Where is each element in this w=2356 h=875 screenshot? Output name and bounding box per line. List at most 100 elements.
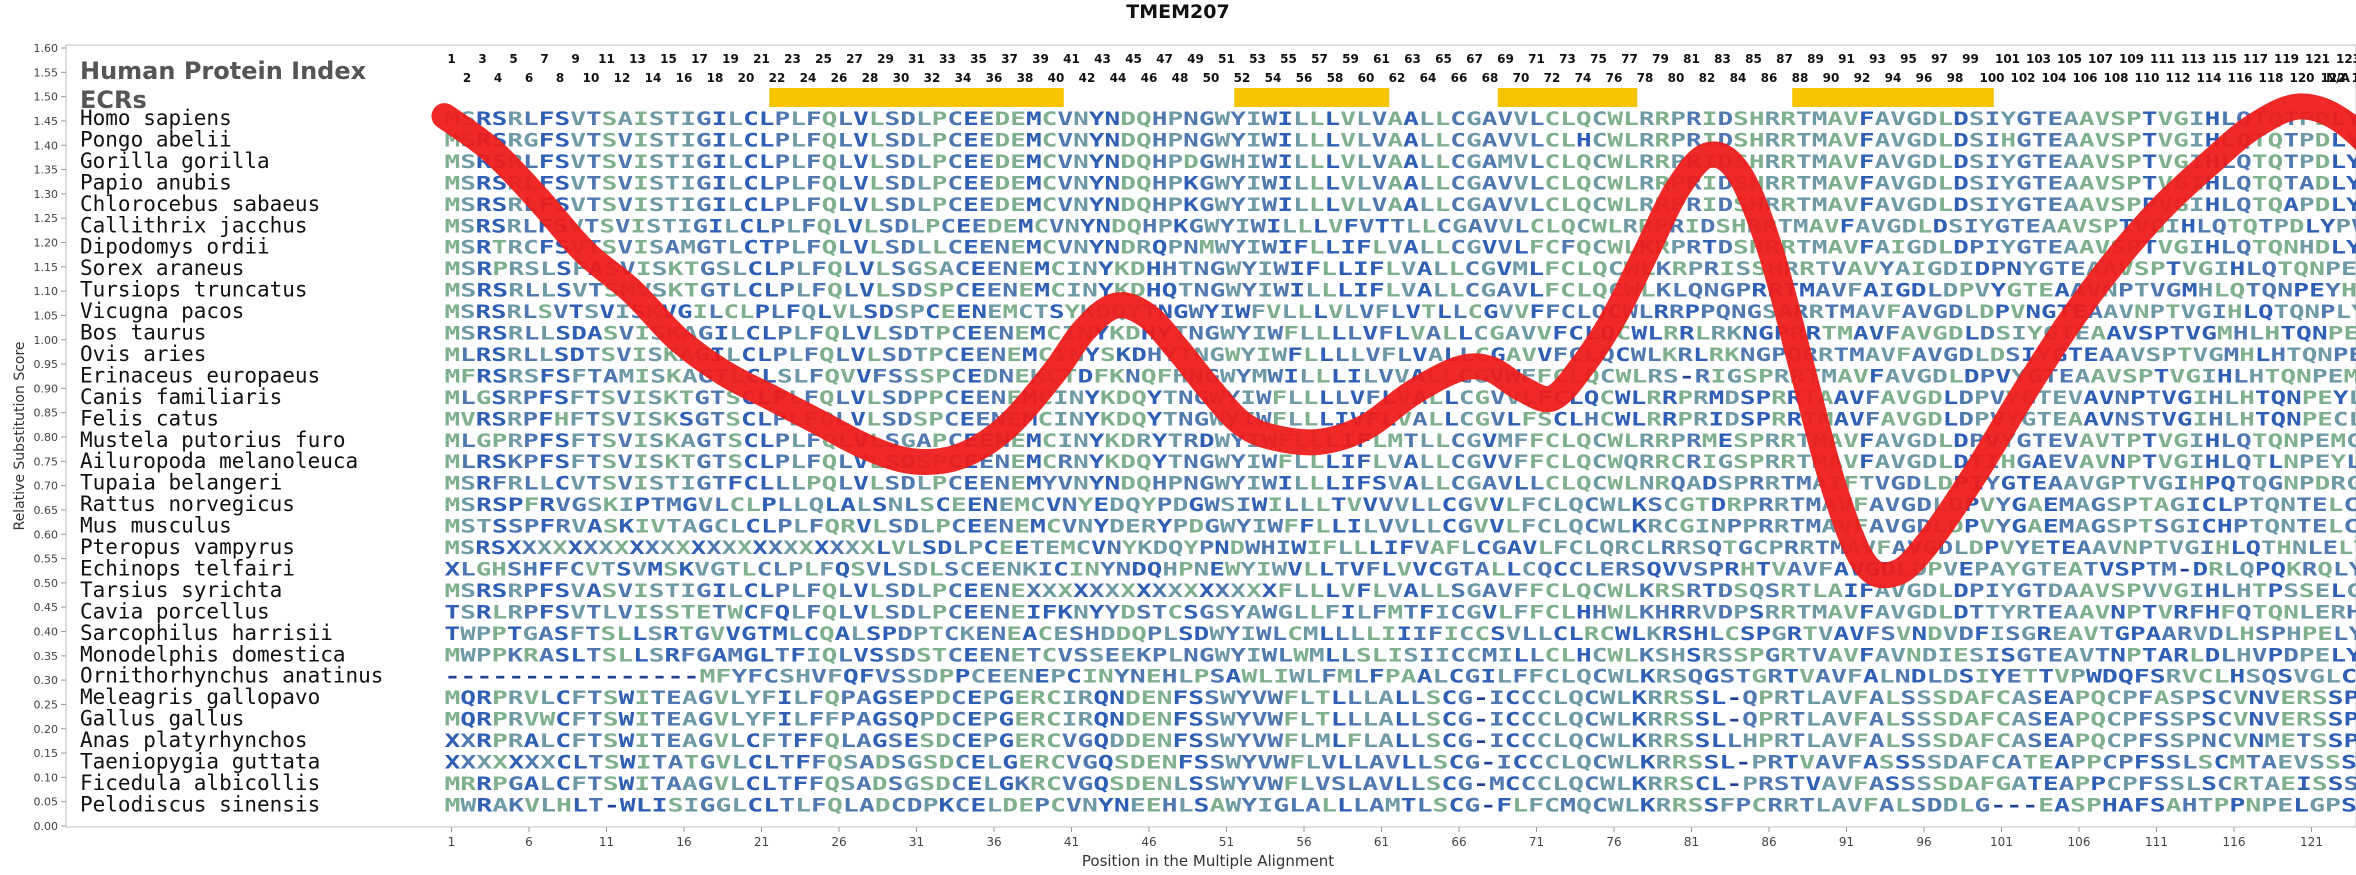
index-label: 48 [1172,71,1189,85]
y-tick-label: 0.70 [34,480,59,493]
chart-title: TMEM207 [1126,1,1229,23]
human-protein-index-row: 1 3 5 7 9 11 13 15 17 19 21 23 25 27 29 31 33 35 37 39 41 43 4… [447,52,2356,85]
index-label: 97 [1931,52,1948,66]
alignment-row: Sarcophilus harrisii T W P P T G A S F T S L L S R T G V V G… [80,621,2356,645]
index-label: 46 [1141,71,1158,85]
index-label: 7 [540,52,548,66]
index-label: 32 [924,71,941,85]
x-tick-label: 111 [2145,835,2168,849]
x-tick-label: 31 [909,835,924,849]
species-name: Erinaceus europaeus [80,363,320,387]
index-label: 106 [2072,71,2097,85]
index-label: 41 [1063,52,1080,66]
index-label: 68 [1482,71,1499,85]
index-label: 45 [1125,52,1142,66]
index-label: 103 [2026,52,2051,66]
y-axis-title: Relative Substitution Score [12,341,28,530]
species-name: Canis familiaris [80,385,282,409]
y-tick-label: 1.30 [34,188,59,201]
index-label: 23 [784,52,801,66]
y-tick-label: 0.45 [34,601,59,614]
index-label: 19 [722,52,739,66]
index-label: 65 [1435,52,1452,66]
index-label: 80 [1668,71,1685,85]
index-label: 70 [1513,71,1530,85]
index-label: 88 [1792,71,1809,85]
species-name: Mus musculus [80,514,232,538]
index-label: 14 [645,71,662,85]
index-label: 100 [1979,71,2004,85]
index-label: 81 [1683,52,1700,66]
species-name: Ficedula albicollis [80,771,320,795]
index-label: 118 [2258,71,2283,85]
y-tick-label: 1.50 [34,91,59,104]
index-label: 50 [1203,71,1220,85]
index-label: 107 [2088,52,2113,66]
alignment-row: Ornithorhynchus anatinus - - - - - - - - - - - - - - - -… [80,664,2356,688]
index-label: 64 [1420,71,1437,85]
index-label: 109 [2119,52,2144,66]
index-label: 55 [1280,52,1297,66]
index-label: 22 [769,71,786,85]
x-tick-label: 81 [1684,835,1699,849]
index-label: 66 [1451,71,1468,85]
ecr-label: ECRs [80,86,147,114]
index-label: 87 [1776,52,1793,66]
index-label: 108 [2103,71,2128,85]
alignment-row: Rattus norvegicus M S R S P F R V G S K I P T M G V L C L P L L… [80,492,2356,516]
y-tick-label: 0.40 [34,626,59,639]
index-label: 58 [1327,71,1344,85]
x-tick-label: 36 [986,835,1001,849]
y-tick-label: 1.55 [34,66,59,79]
species-name: Dipodomys ordii [80,235,270,259]
index-label: 51 [1218,52,1235,66]
ecr-bars [769,88,1994,107]
index-label: 5 [509,52,517,66]
index-label: 94 [1885,71,1902,85]
species-name: Echinops telfairi [80,556,295,580]
alignment-row: Ailuropoda melanoleuca M L R S K P F S F T S V I S K T G T… [80,449,2356,473]
y-tick-label: 0.20 [34,723,59,736]
index-label: 24 [800,71,817,85]
index-label: 121 [2305,52,2330,66]
index-label: 96 [1916,71,1933,85]
index-label: 69 [1497,52,1514,66]
index-label: 13 [629,52,646,66]
x-axis-title: Position in the Multiple Alignment [1082,852,1334,870]
index-label: 71 [1528,52,1545,66]
y-tick-label: 1.35 [34,164,59,177]
index-label: N/A [2326,71,2350,85]
index-label: 4 [494,71,502,85]
index-label: 38 [1017,71,1034,85]
index-label: 17 [691,52,708,66]
species-name: Bos taurus [80,321,206,345]
species-name: Chlorocebus sabaeus [80,192,320,216]
species-name: Pongo abelii [80,127,232,151]
alignment-row: Cavia porcellus T S R L R P F S V T L V I S S T E T W C F Q L F Q… [80,599,2356,623]
index-label: 31 [908,52,925,66]
index-label: 113 [2181,52,2206,66]
index-label: 93 [1869,52,1886,66]
index-label: 91 [1838,52,1855,66]
index-label: 11 [598,52,615,66]
species-name: Gorilla gorilla [80,149,270,173]
alignment-row: Vicugna pacos M S R S R L S V T S V I S K V G I L C L P L F Q L V L… [80,299,2356,323]
alignment-row: Pteropus vampyrus M S R S X X X X X X X X X X X X X X X X X X X… [80,535,2356,559]
index-label: 44 [1110,71,1127,85]
index-label: 123 [2336,52,2356,66]
